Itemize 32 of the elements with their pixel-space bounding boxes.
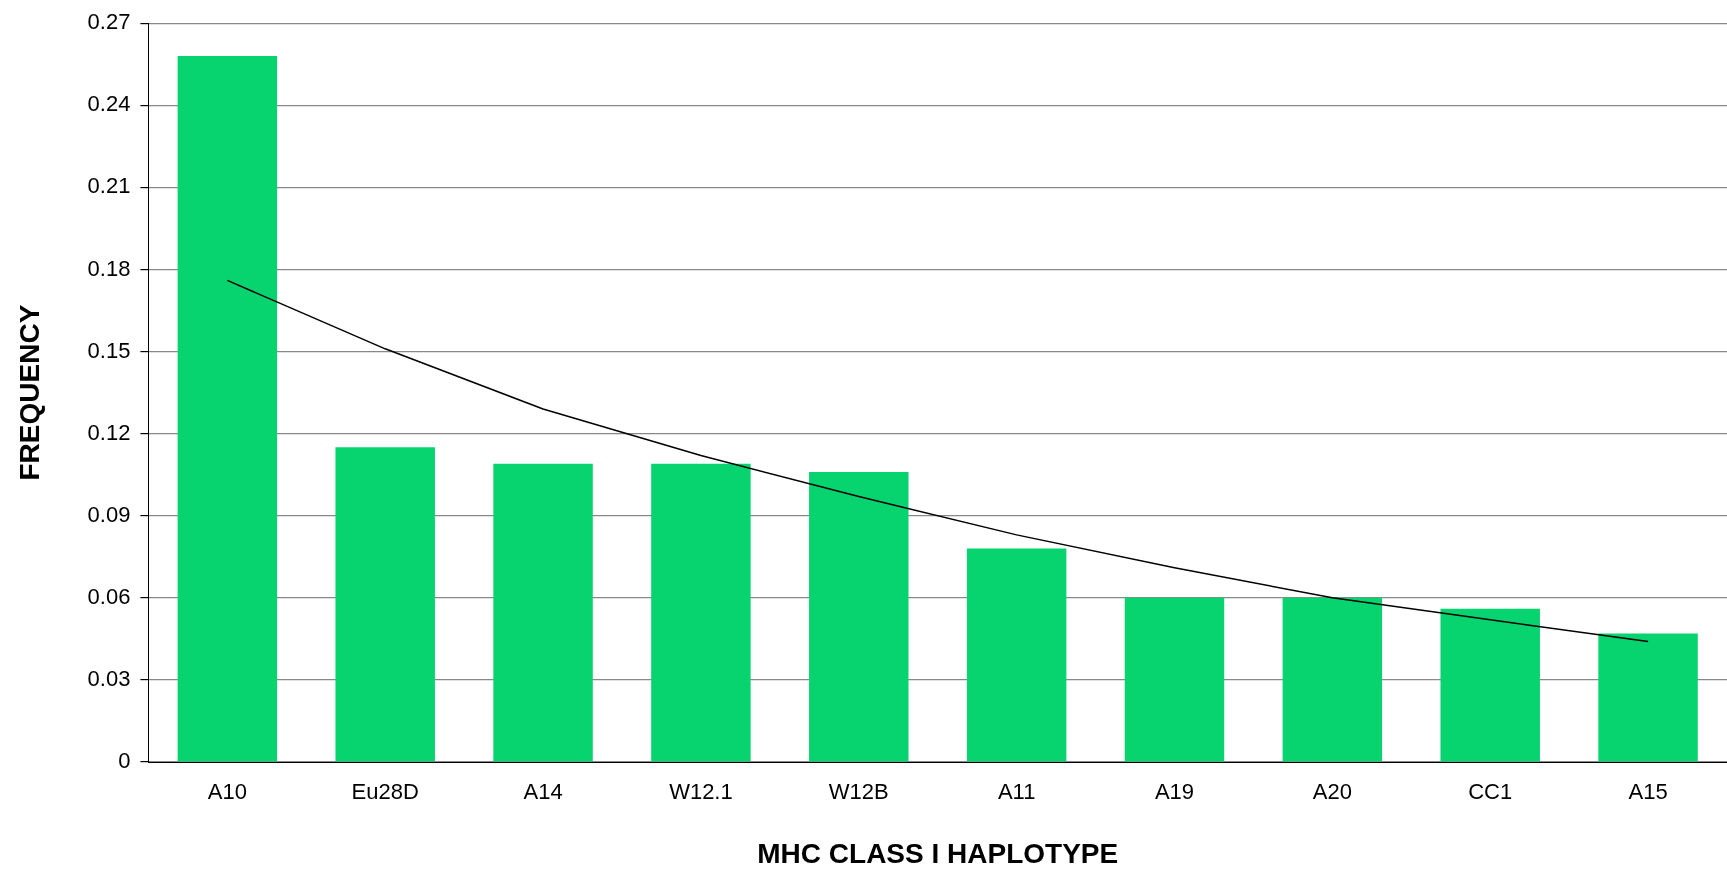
- y-tick-label: 0.15: [87, 337, 131, 363]
- bar: [1124, 597, 1225, 762]
- y-tick-label: 0.18: [87, 255, 131, 281]
- y-tick-label: 0.24: [87, 91, 131, 117]
- y-tick-label: 0.03: [87, 665, 131, 691]
- y-tick-label: 0.12: [87, 419, 131, 445]
- y-tick-label: 0.21: [87, 173, 131, 199]
- bar: [493, 463, 593, 762]
- bar: [809, 471, 909, 762]
- x-tick-label: A14: [523, 779, 563, 805]
- bar: [1440, 608, 1540, 762]
- y-tick-label: 0.06: [87, 583, 131, 609]
- x-axis-title: MHC CLASS I HAPLOTYPE: [757, 837, 1119, 869]
- bar: [966, 548, 1067, 762]
- bar: [1282, 597, 1383, 762]
- x-tick-label: W12.1: [669, 779, 733, 805]
- x-tick-label: W12B: [828, 779, 889, 805]
- x-tick-label: A15: [1628, 779, 1668, 805]
- x-tick-label: CC1: [1468, 779, 1513, 805]
- bar: [335, 447, 435, 762]
- x-tick-label: A20: [1312, 779, 1352, 805]
- bar: [177, 56, 278, 762]
- y-tick-label: 0.27: [87, 9, 131, 35]
- x-tick-label: A10: [207, 779, 247, 805]
- x-tick-label: A11: [997, 779, 1036, 805]
- bar: [651, 463, 751, 762]
- x-tick-label: A19: [1154, 779, 1195, 805]
- y-axis-title: FREQUENCY: [13, 304, 45, 481]
- y-tick-label: 0.09: [87, 501, 131, 527]
- bar: [1598, 633, 1698, 762]
- y-tick-label: 0: [118, 748, 131, 774]
- x-tick-label: Eu28D: [351, 779, 419, 805]
